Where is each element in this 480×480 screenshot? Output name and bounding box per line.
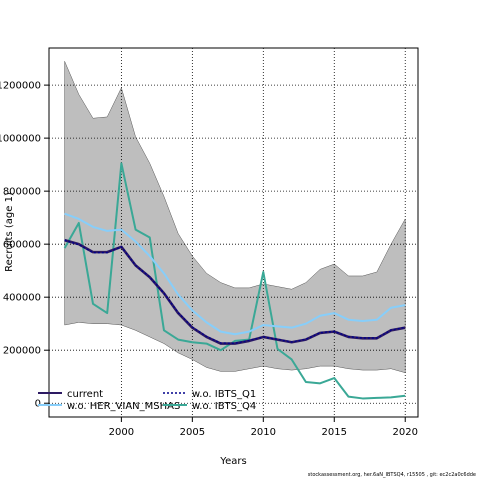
y-tick-label: 1000000 bbox=[0, 134, 41, 145]
y-tick-label: 1200000 bbox=[0, 81, 41, 92]
x-tick-label: 2005 bbox=[180, 427, 205, 438]
y-tick-label: 200000 bbox=[3, 346, 41, 357]
y-tick-label: 0 bbox=[35, 399, 41, 410]
x-tick-label: 2015 bbox=[322, 427, 347, 438]
x-tick-label: 2000 bbox=[109, 427, 134, 438]
y-tick-label: 800000 bbox=[3, 187, 41, 198]
series-line-w-o-her-vian-mshas bbox=[64, 212, 406, 336]
x-tick-label: 2020 bbox=[393, 427, 418, 438]
legend-label: w.o. HER_VIAN_MSHAS bbox=[67, 401, 180, 412]
series-line-w-o-ibts-q4 bbox=[63, 162, 406, 400]
plot-frame bbox=[48, 47, 419, 418]
y-tick-label: 400000 bbox=[3, 293, 41, 304]
y-axis-label: Recruits (age 1) bbox=[4, 192, 15, 272]
footer-source-text: stockassessment.org, her.6aN_IBTSQ4, r15… bbox=[307, 472, 476, 478]
x-tick-label: 2010 bbox=[251, 427, 276, 438]
series-line-w-o-ibts-q1 bbox=[64, 239, 406, 345]
legend-label: w.o. IBTS_Q1 bbox=[192, 389, 256, 400]
y-tick-label: 600000 bbox=[3, 240, 41, 251]
x-axis-label: Years bbox=[219, 456, 246, 467]
legend-label: current bbox=[67, 389, 103, 400]
legend-label: w.o. IBTS_Q4 bbox=[192, 401, 256, 412]
